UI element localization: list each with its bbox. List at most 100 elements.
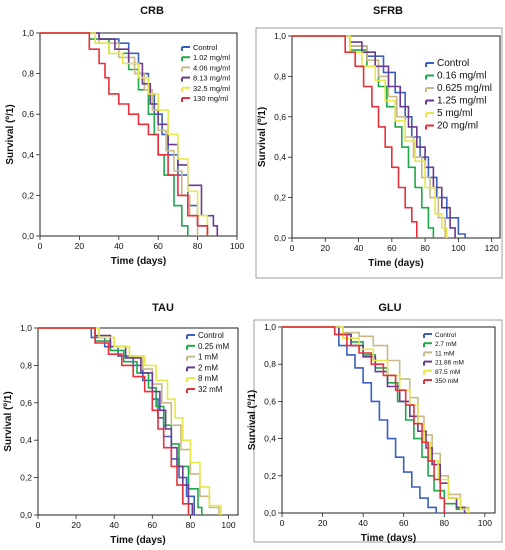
x-tick-label: 80 — [440, 518, 450, 528]
y-tick-label: 0,2 — [274, 193, 286, 203]
x-tick-label: 60 — [153, 241, 163, 251]
chart-panel-tau: TAU 0 20 40 60 80 100 0,0 0,2 0,4 0,6 0,8 1,0 Time (d… — [3, 302, 239, 546]
y-axis-label: Survival (º/1) — [257, 107, 268, 167]
legend-label: 1.02 mg/ml — [193, 53, 230, 62]
legend-label: 20 mg/ml — [437, 121, 478, 132]
x-axis-label: Time (days) — [361, 533, 416, 544]
series-line-6 — [40, 32, 209, 236]
x-tick-label: 60 — [148, 520, 158, 530]
legend-label: 5 mg/ml — [437, 108, 473, 119]
x-tick-label: 40 — [114, 241, 124, 251]
legend-label: 4.06 mg/ml — [193, 63, 230, 72]
y-tick-label: 1,0 — [22, 28, 34, 38]
legend-label: Control — [193, 43, 218, 52]
series-line-6 — [292, 35, 418, 238]
x-tick-label: 60 — [399, 518, 409, 528]
series-line-6 — [38, 327, 190, 515]
series-line-2 — [292, 35, 435, 238]
y-axis-label: Survival (º/1) — [247, 390, 258, 450]
y-tick-label: 0,0 — [274, 233, 286, 243]
y-tick-label: 0,4 — [274, 152, 286, 162]
legend-label: 0.625 mg/ml — [437, 83, 492, 94]
y-tick-label: 0,4 — [20, 435, 32, 445]
legend-label: 32.5 mg/ml — [193, 84, 230, 93]
x-tick-label: 0 — [38, 241, 43, 251]
legend-label: 2.7 mM — [435, 341, 457, 348]
chart-title: SFRB — [373, 5, 403, 17]
y-tick-label: 0,2 — [22, 190, 34, 200]
x-tick-label: 80 — [420, 243, 430, 253]
x-tick-label: 60 — [387, 243, 397, 253]
x-axis-label: Time (days) — [110, 535, 165, 546]
x-tick-label: 80 — [186, 520, 196, 530]
x-tick-label: 100 — [221, 520, 235, 530]
series-line-5 — [40, 32, 209, 236]
chart-panel-sfrb: SFRB 0 20 40 60 80 100 120 0,0 0,2 0,4 0,6 0,8 1,0 Tim… — [255, 5, 503, 279]
chart-panel-glu: GLU 0 20 40 60 80 100 0,0 0,2 0,4 0,6 0,8 1,0 Time (d… — [247, 302, 503, 544]
legend-label: 0.16 mg/ml — [437, 71, 486, 82]
legend-label: 1 mM — [198, 353, 218, 362]
y-tick-label: 0,8 — [264, 359, 276, 369]
y-tick-label: 0,2 — [264, 471, 276, 481]
x-tick-label: 100 — [451, 243, 465, 253]
chart-title: TAU — [152, 302, 174, 314]
legend-label: 2 mM — [198, 363, 218, 372]
y-tick-label: 0,0 — [20, 510, 32, 520]
legend-label: 8.13 mg/ml — [193, 74, 230, 83]
plot-area — [291, 35, 501, 239]
y-tick-label: 0,8 — [274, 71, 286, 81]
legend-label: 21.86 mM — [435, 360, 464, 367]
y-tick-label: 0,0 — [22, 231, 34, 241]
y-tick-label: 0,0 — [264, 508, 276, 518]
y-tick-label: 0,8 — [22, 69, 34, 79]
x-tick-label: 40 — [109, 520, 119, 530]
y-axis-label: Survival (º/1) — [3, 391, 14, 451]
legend-label: 11 mM — [435, 350, 454, 357]
x-axis-label: Time (days) — [111, 256, 166, 267]
x-tick-label: 0 — [36, 520, 41, 530]
x-tick-label: 100 — [478, 518, 492, 528]
y-axis-label: Survival (º/1) — [5, 104, 16, 164]
legend-label: 130 mg/ml — [193, 94, 228, 103]
chart-title: CRB — [140, 5, 164, 17]
chart-panel-crb: CRB 0 20 40 60 80 100 0,0 0,2 0,4 0,6 0,8 1,0 Time (d… — [5, 5, 244, 267]
y-tick-label: 0,8 — [20, 360, 32, 370]
legend-label: Control — [198, 331, 224, 340]
x-tick-label: 20 — [318, 518, 328, 528]
x-tick-label: 20 — [71, 520, 81, 530]
series-line-6 — [282, 326, 446, 513]
legend-label: Control — [437, 58, 469, 69]
series-line-1 — [282, 326, 437, 513]
y-tick-label: 0,6 — [274, 112, 286, 122]
legend-label: Control — [435, 332, 457, 339]
y-tick-label: 1,0 — [274, 31, 286, 41]
x-tick-label: 40 — [354, 243, 364, 253]
legend-label: 1.25 mg/ml — [437, 96, 486, 107]
panel-frame — [253, 319, 503, 543]
legend-label: 350 mM — [435, 378, 458, 385]
legend-label: 0.25 mM — [198, 342, 229, 351]
legend-label: 87.5 mM — [435, 369, 460, 376]
x-tick-label: 20 — [75, 241, 85, 251]
y-tick-label: 0,4 — [264, 434, 276, 444]
series-line-4 — [292, 35, 456, 238]
x-tick-label: 80 — [193, 241, 203, 251]
y-tick-label: 0,2 — [20, 473, 32, 483]
y-tick-label: 0,6 — [20, 398, 32, 408]
legend-label: 32 mM — [198, 385, 223, 394]
series-line-4 — [40, 32, 219, 236]
series-line-3 — [292, 35, 446, 238]
x-tick-label: 0 — [280, 518, 285, 528]
x-axis-label: Time (days) — [368, 258, 423, 269]
x-tick-label: 20 — [321, 243, 331, 253]
y-tick-label: 1,0 — [20, 323, 32, 333]
legend-label: 8 mM — [198, 374, 218, 383]
plot-area — [37, 327, 239, 516]
x-tick-label: 0 — [290, 243, 295, 253]
series-line-5 — [38, 327, 222, 515]
y-tick-label: 0,6 — [22, 109, 34, 119]
plot-area — [281, 326, 496, 514]
x-tick-label: 40 — [358, 518, 368, 528]
chart-title: GLU — [378, 302, 401, 314]
